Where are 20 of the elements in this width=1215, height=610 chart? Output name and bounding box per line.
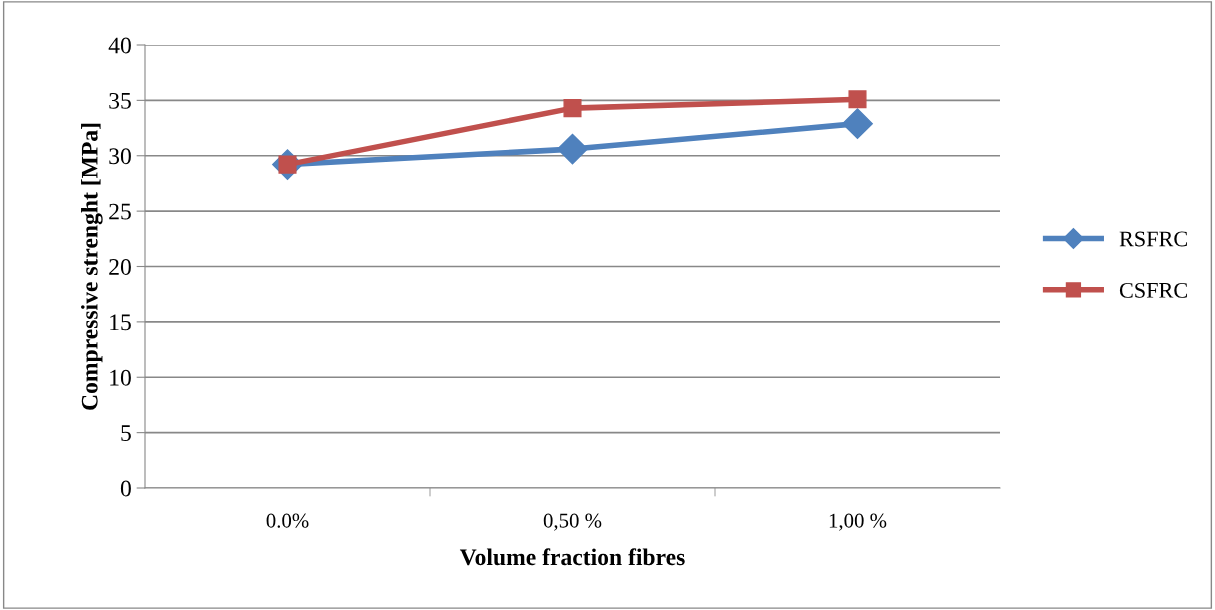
y-tick-label: 5 (121, 425, 131, 442)
point (557, 133, 588, 165)
x-axis-title: Volume fraction fibres (459, 548, 685, 566)
legend-label: RSFRC (1119, 231, 1187, 247)
x-tick-label: 0,50 % (543, 513, 602, 531)
y-tick-label: 20 (109, 258, 131, 275)
y-tick-label: 25 (109, 203, 131, 220)
y-tick-label: 0 (120, 480, 131, 497)
y-tick-label: 30 (109, 148, 131, 165)
y-tick-label: 40 (108, 37, 131, 54)
y-tick-label: 10 (110, 369, 131, 386)
y-tick-label: 15 (110, 314, 131, 331)
x-tick-label: 0.0% (266, 513, 309, 528)
x-tick-label: 1,00 % (829, 513, 887, 531)
point (848, 90, 867, 109)
point (842, 108, 873, 140)
legend-label: CSFRC (1119, 282, 1187, 298)
y-axis-title: Compressive strenght [MPa] (81, 123, 103, 410)
point (563, 99, 582, 118)
y-tick-label: 35 (109, 92, 131, 109)
